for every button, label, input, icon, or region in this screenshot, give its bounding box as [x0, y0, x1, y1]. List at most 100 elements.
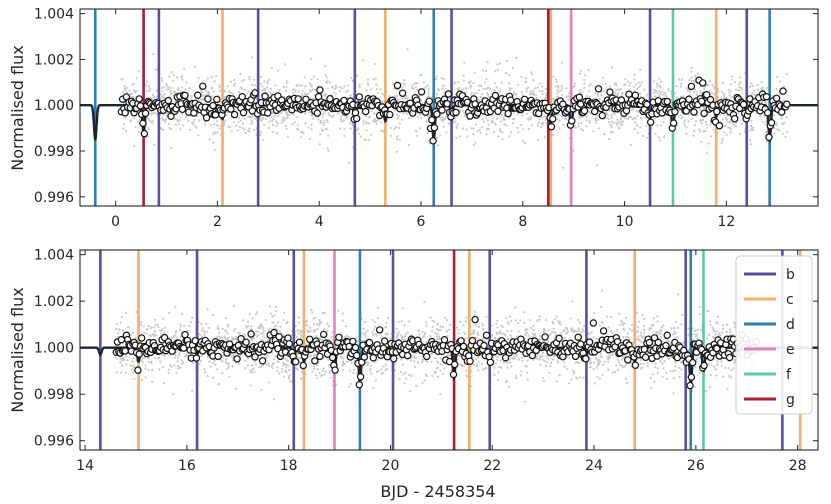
raw-point: [676, 336, 680, 339]
raw-point: [137, 70, 140, 73]
raw-point: [676, 326, 680, 329]
raw-point: [640, 117, 643, 120]
raw-point: [633, 128, 636, 131]
raw-point: [631, 329, 634, 332]
raw-point: [149, 87, 152, 90]
raw-point: [261, 88, 264, 92]
raw-point: [525, 112, 529, 115]
raw-point: [459, 320, 462, 324]
raw-point: [129, 120, 132, 123]
raw-point: [667, 89, 670, 92]
raw-point: [659, 328, 662, 331]
raw-point: [687, 113, 691, 116]
plot-area: [80, 9, 818, 206]
raw-point: [474, 336, 477, 339]
x-tick-label: 10: [616, 214, 634, 230]
raw-point: [177, 86, 180, 90]
raw-point: [780, 117, 783, 120]
raw-point: [713, 86, 716, 89]
raw-point: [619, 120, 622, 123]
raw-point: [264, 117, 267, 120]
raw-point: [181, 86, 184, 89]
raw-point: [275, 324, 278, 327]
raw-point: [527, 117, 530, 120]
raw-point: [208, 138, 211, 141]
raw-point: [132, 331, 135, 334]
raw-point: [516, 126, 519, 129]
raw-point: [363, 333, 366, 336]
raw-point: [690, 79, 694, 82]
raw-point: [364, 115, 367, 118]
raw-point: [571, 300, 574, 303]
raw-point: [473, 329, 476, 332]
raw-point: [247, 325, 250, 328]
raw-point: [604, 111, 608, 114]
raw-point: [496, 326, 499, 329]
raw-point: [456, 123, 459, 126]
raw-point: [524, 77, 527, 80]
raw-point: [752, 126, 755, 129]
raw-point: [129, 92, 132, 95]
raw-point: [576, 318, 580, 321]
raw-point: [596, 114, 599, 117]
raw-point: [408, 320, 411, 323]
raw-point: [536, 124, 540, 127]
raw-point: [334, 87, 337, 91]
raw-point: [311, 370, 314, 373]
raw-point: [393, 87, 396, 91]
raw-point: [729, 376, 732, 379]
raw-point: [663, 360, 666, 363]
raw-point: [646, 93, 649, 96]
raw-point: [204, 89, 208, 92]
raw-point: [413, 360, 416, 363]
binned-point: [765, 133, 773, 141]
binned-point: [647, 118, 655, 126]
raw-point: [648, 326, 651, 330]
raw-point: [204, 123, 207, 126]
raw-point: [271, 124, 275, 127]
raw-point: [594, 97, 597, 100]
raw-point: [224, 329, 227, 332]
raw-point: [316, 78, 319, 81]
raw-point: [442, 118, 445, 121]
raw-point: [556, 92, 559, 95]
plot-frame: [79, 8, 819, 207]
raw-point: [625, 117, 628, 120]
raw-point: [282, 85, 285, 88]
raw-point: [665, 377, 668, 380]
raw-point: [263, 80, 266, 83]
raw-point: [708, 80, 712, 83]
raw-point: [191, 316, 194, 319]
raw-point: [431, 319, 434, 322]
raw-point: [593, 312, 596, 315]
raw-point: [656, 367, 659, 370]
raw-point: [728, 374, 731, 377]
raw-point: [720, 364, 723, 367]
raw-point: [786, 131, 789, 134]
raw-point: [592, 336, 595, 339]
raw-point: [400, 86, 404, 89]
raw-point: [286, 135, 289, 138]
raw-point: [525, 90, 528, 93]
raw-point: [595, 358, 598, 361]
raw-point: [280, 367, 283, 370]
raw-point: [683, 124, 686, 127]
raw-point: [321, 311, 324, 315]
raw-point: [629, 81, 632, 85]
raw-point: [170, 71, 173, 74]
raw-point: [756, 84, 759, 87]
raw-point: [512, 92, 516, 95]
raw-point: [545, 122, 548, 125]
raw-point: [499, 120, 502, 123]
raw-point: [561, 87, 564, 90]
raw-point: [665, 95, 668, 98]
raw-point: [539, 90, 542, 93]
raw-point: [630, 323, 634, 327]
raw-point: [598, 97, 601, 100]
raw-point: [172, 392, 175, 396]
raw-point: [505, 124, 508, 127]
binned-point: [713, 107, 721, 116]
raw-point: [481, 69, 485, 72]
raw-point: [661, 93, 665, 96]
raw-point: [320, 128, 324, 131]
